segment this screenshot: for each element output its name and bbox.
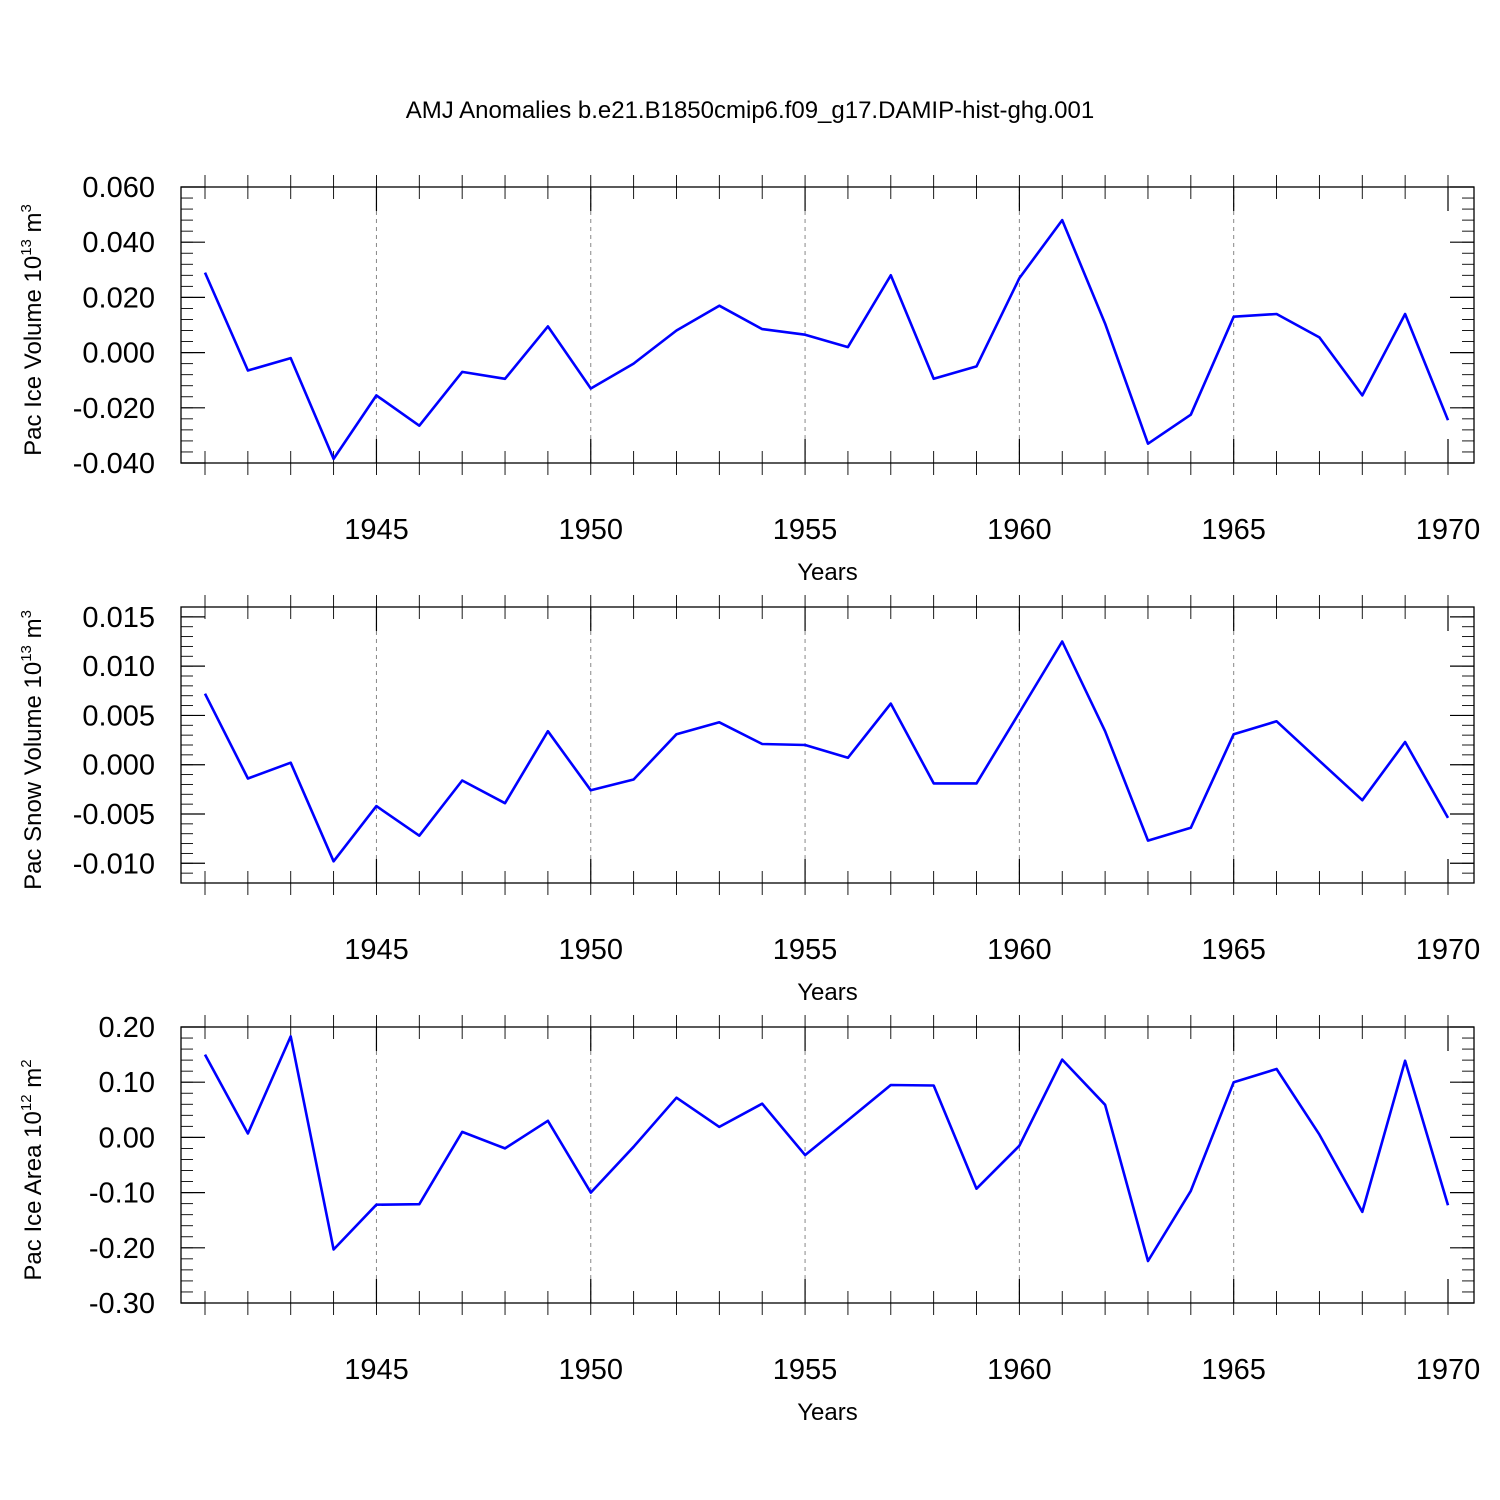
y-tick-label: 0.000 [82,750,155,782]
panel-1: 0.060 0.040 0.020 0.000 -0.020 -0.040 1945 1950… [18,172,1480,586]
y-axis-label-unit: m [20,618,47,645]
y-axis-label-exponent: 12 [18,1094,35,1111]
x-tick-label: 1950 [559,934,624,966]
x-tick-label: 1970 [1416,1354,1481,1386]
x-tick-label: 1955 [773,1354,838,1386]
y-axis-label-unit: m [20,212,47,239]
x-tick-label: 1945 [344,1354,409,1386]
y-axis-label-text: Pac Snow Volume 10 [20,662,47,890]
y-tick-label: 0.010 [82,651,155,683]
y-tick-label: -0.10 [89,1178,155,1210]
y-tick-label: 0.040 [82,227,155,259]
y-tick-label: -0.20 [89,1233,155,1265]
y-axis-label-exponent: 13 [18,645,35,662]
x-tick-label: 1945 [344,934,409,966]
plot-frame [180,186,1475,464]
y-axis-label: Pac Ice Area 1012 m2 [18,1059,47,1280]
panel-2: 0.015 0.010 0.005 0.000 -0.005 -0.010 1945 1950… [18,595,1480,1006]
plot-frame [180,606,1475,884]
x-tick-label: 1965 [1201,934,1266,966]
y-axis-label: Pac Ice Volume 1013 m3 [18,204,47,456]
y-tick-label: 0.000 [82,338,155,370]
y-tick-label: 0.00 [99,1122,155,1154]
y-axis-label-exponent: 13 [18,239,35,256]
y-axis-label: Pac Snow Volume 1013 m3 [18,610,47,890]
x-tick-label: 1965 [1201,514,1266,546]
y-tick-label: -0.020 [73,393,155,425]
x-tick-label: 1955 [773,514,838,546]
x-tick-label: 1970 [1416,934,1481,966]
series-line [203,218,1450,461]
plot-frame [180,1026,1475,1304]
x-tick-label: 1960 [987,514,1052,546]
y-tick-label: 0.020 [82,282,155,314]
y-axis-label-text: Pac Ice Area 10 [20,1111,47,1280]
x-tick-label: 1960 [987,934,1052,966]
y-axis-label-unit-exponent: 3 [18,610,35,618]
x-tick-label: 1965 [1201,1354,1266,1386]
x-tick-label: 1950 [559,514,624,546]
x-tick-label: 1950 [559,1354,624,1386]
y-tick-label: 0.015 [82,602,155,634]
y-axis-label-unit-exponent: 2 [18,1059,35,1067]
chart-title: AMJ Anomalies b.e21.B1850cmip6.f09_g17.D… [405,97,1095,124]
y-axis-label-unit-exponent: 3 [18,204,35,212]
y-tick-label: -0.005 [73,799,155,831]
x-tick-label: 1945 [344,514,409,546]
panel-3: 0.20 0.10 0.00 -0.10 -0.20 -0.30 1945 1950 1955 1… [18,1012,1480,1426]
y-tick-label: 0.10 [99,1067,155,1099]
y-axis-label-unit: m [20,1068,47,1095]
x-tick-label: 1970 [1416,514,1481,546]
y-tick-label: 0.060 [82,172,155,204]
x-axis-label: Years [797,559,858,586]
y-tick-label: 0.20 [99,1012,155,1044]
series-line [203,640,1450,863]
x-axis-label: Years [797,979,858,1006]
y-tick-label: -0.30 [89,1288,155,1320]
x-tick-label: 1960 [987,1354,1052,1386]
y-tick-label: -0.010 [73,848,155,880]
y-tick-label: -0.040 [73,448,155,480]
x-axis-label: Years [797,1399,858,1426]
x-tick-label: 1955 [773,934,838,966]
y-axis-label-text: Pac Ice Volume 10 [20,256,47,456]
y-tick-label: 0.005 [82,700,155,732]
series-line [203,1035,1450,1263]
